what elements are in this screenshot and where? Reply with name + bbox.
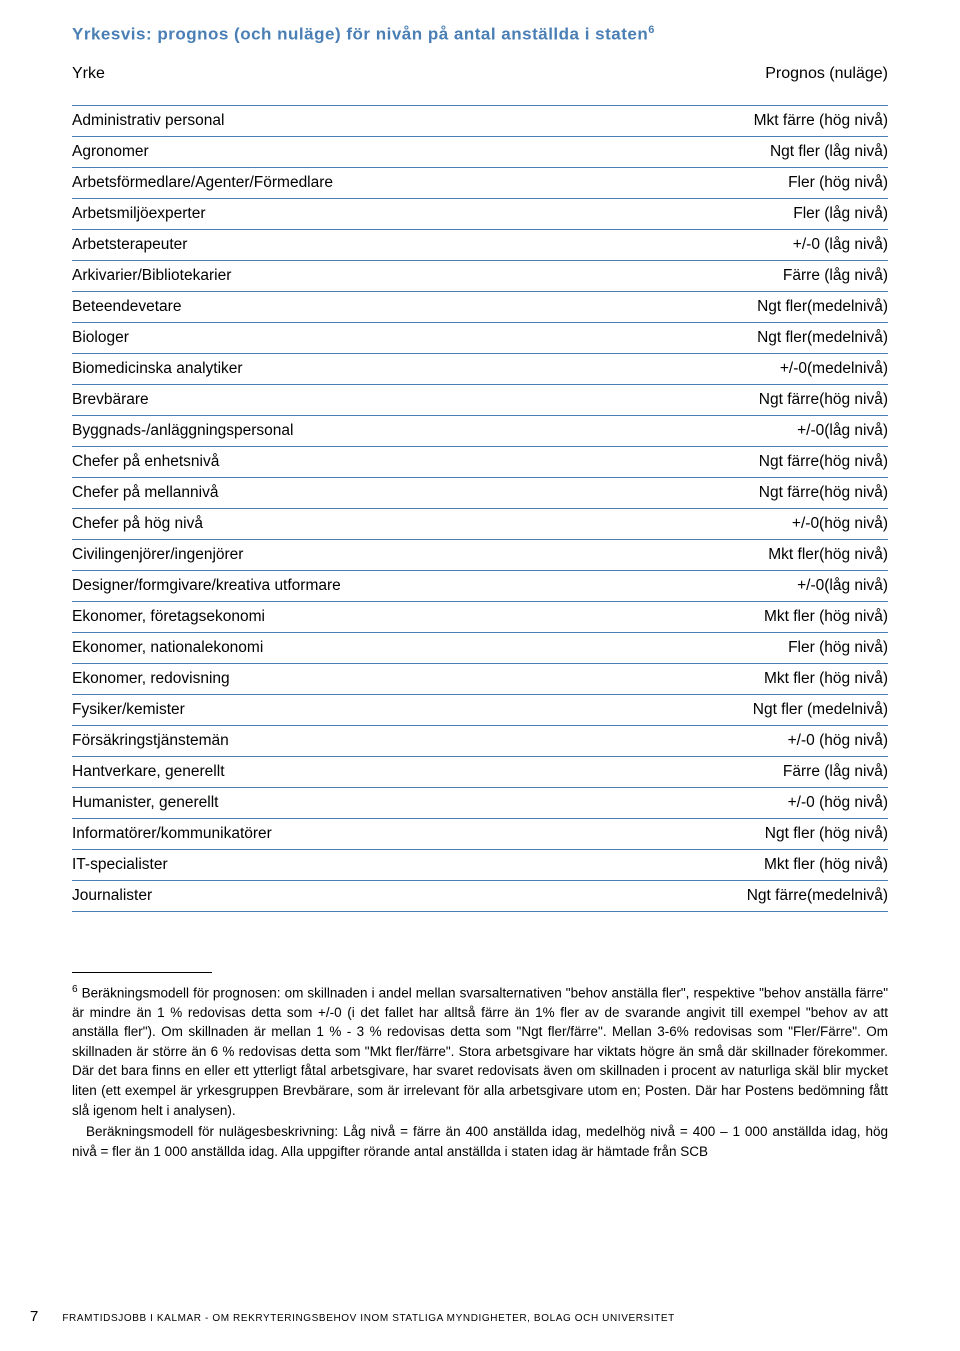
cell-prognos: Färre (låg nivå) xyxy=(480,763,888,781)
cell-yrke: Biomedicinska analytiker xyxy=(72,360,480,378)
cell-yrke: Agronomer xyxy=(72,143,480,161)
cell-prognos: Ngt färre(medelnivå) xyxy=(480,887,888,905)
cell-yrke: Humanister, generellt xyxy=(72,794,480,812)
table-row: Arbetsförmedlare/Agenter/FörmedlareFler … xyxy=(72,167,888,198)
title-text: Yrkesvis: prognos (och nuläge) för nivån… xyxy=(72,25,648,44)
table-row: IT-specialisterMkt fler (hög nivå) xyxy=(72,849,888,880)
table-row: BiologerNgt fler(medelnivå) xyxy=(72,322,888,353)
table-row: Ekonomer, nationalekonomiFler (hög nivå) xyxy=(72,632,888,663)
cell-yrke: Civilingenjörer/ingenjörer xyxy=(72,546,480,564)
cell-yrke: Ekonomer, nationalekonomi xyxy=(72,639,480,657)
table-row: Chefer på enhetsnivåNgt färre(hög nivå) xyxy=(72,446,888,477)
table-row: Administrativ personalMkt färre (hög niv… xyxy=(72,105,888,136)
data-table: Administrativ personalMkt färre (hög niv… xyxy=(72,105,888,912)
cell-prognos: Mkt fler (hög nivå) xyxy=(480,608,888,626)
header-yrke: Yrke xyxy=(72,65,105,83)
cell-prognos: Ngt fler (hög nivå) xyxy=(480,825,888,843)
cell-prognos: Fler (hög nivå) xyxy=(480,639,888,657)
table-header: Yrke Prognos (nuläge) xyxy=(72,61,888,95)
footnote-rule xyxy=(72,972,212,973)
cell-yrke: Byggnads-/anläggningspersonal xyxy=(72,422,480,440)
cell-prognos: Mkt färre (hög nivå) xyxy=(480,112,888,130)
table-row: Civilingenjörer/ingenjörerMkt fler(hög n… xyxy=(72,539,888,570)
cell-prognos: +/-0(låg nivå) xyxy=(480,422,888,440)
cell-yrke: Fysiker/kemister xyxy=(72,701,480,719)
table-row: Informatörer/kommunikatörerNgt fler (hög… xyxy=(72,818,888,849)
table-row: Hantverkare, generelltFärre (låg nivå) xyxy=(72,756,888,787)
cell-yrke: Brevbärare xyxy=(72,391,480,409)
cell-prognos: Ngt fler (låg nivå) xyxy=(480,143,888,161)
table-row: JournalisterNgt färre(medelnivå) xyxy=(72,880,888,912)
table-row: Designer/formgivare/kreativa utformare+/… xyxy=(72,570,888,601)
cell-yrke: Biologer xyxy=(72,329,480,347)
page-title: Yrkesvis: prognos (och nuläge) för nivån… xyxy=(72,24,888,45)
page: Yrkesvis: prognos (och nuläge) för nivån… xyxy=(0,0,960,1351)
title-footnote-ref: 6 xyxy=(648,24,655,36)
cell-yrke: Ekonomer, företagsekonomi xyxy=(72,608,480,626)
table-row: Fysiker/kemisterNgt fler (medelnivå) xyxy=(72,694,888,725)
table-row: BrevbärareNgt färre(hög nivå) xyxy=(72,384,888,415)
footnote-block: 6 Beräkningsmodell för prognosen: om ski… xyxy=(72,983,888,1162)
table-row: Ekonomer, företagsekonomiMkt fler (hög n… xyxy=(72,601,888,632)
cell-prognos: +/-0(hög nivå) xyxy=(480,515,888,533)
header-prognos: Prognos (nuläge) xyxy=(765,65,888,83)
cell-yrke: Arbetsförmedlare/Agenter/Förmedlare xyxy=(72,174,480,192)
cell-yrke: Arkivarier/Bibliotekarier xyxy=(72,267,480,285)
cell-prognos: +/-0 (hög nivå) xyxy=(480,732,888,750)
cell-prognos: Ngt färre(hög nivå) xyxy=(480,484,888,502)
cell-yrke: IT-specialister xyxy=(72,856,480,874)
footnote-paragraph-2: Beräkningsmodell för nulägesbeskrivning:… xyxy=(72,1122,888,1161)
cell-prognos: +/-0 (låg nivå) xyxy=(480,236,888,254)
cell-prognos: Ngt fler (medelnivå) xyxy=(480,701,888,719)
table-row: Byggnads-/anläggningspersonal+/-0(låg ni… xyxy=(72,415,888,446)
table-row: Humanister, generellt+/-0 (hög nivå) xyxy=(72,787,888,818)
cell-prognos: Ngt fler(medelnivå) xyxy=(480,329,888,347)
cell-prognos: Mkt fler(hög nivå) xyxy=(480,546,888,564)
cell-yrke: Arbetsterapeuter xyxy=(72,236,480,254)
footer-text: FRAMTIDSJOBB I KALMAR - OM REKRYTERINGSB… xyxy=(62,1313,675,1324)
page-footer: 7 FRAMTIDSJOBB I KALMAR - OM REKRYTERING… xyxy=(30,1308,888,1325)
table-row: Chefer på hög nivå+/-0(hög nivå) xyxy=(72,508,888,539)
cell-yrke: Försäkringstjänstemän xyxy=(72,732,480,750)
cell-prognos: +/-0(medelnivå) xyxy=(480,360,888,378)
cell-prognos: Fler (låg nivå) xyxy=(480,205,888,223)
table-row: Arkivarier/BibliotekarierFärre (låg nivå… xyxy=(72,260,888,291)
cell-prognos: Mkt fler (hög nivå) xyxy=(480,670,888,688)
cell-yrke: Beteendevetare xyxy=(72,298,480,316)
table-row: Arbetsterapeuter+/-0 (låg nivå) xyxy=(72,229,888,260)
cell-yrke: Chefer på enhetsnivå xyxy=(72,453,480,471)
cell-prognos: Ngt färre(hög nivå) xyxy=(480,391,888,409)
cell-prognos: Ngt fler(medelnivå) xyxy=(480,298,888,316)
cell-yrke: Chefer på mellannivå xyxy=(72,484,480,502)
table-row: Chefer på mellannivåNgt färre(hög nivå) xyxy=(72,477,888,508)
cell-yrke: Arbetsmiljöexperter xyxy=(72,205,480,223)
table-row: Försäkringstjänstemän+/-0 (hög nivå) xyxy=(72,725,888,756)
table-row: Biomedicinska analytiker+/-0(medelnivå) xyxy=(72,353,888,384)
cell-prognos: Mkt fler (hög nivå) xyxy=(480,856,888,874)
cell-prognos: Ngt färre(hög nivå) xyxy=(480,453,888,471)
cell-yrke: Journalister xyxy=(72,887,480,905)
cell-prognos: Fler (hög nivå) xyxy=(480,174,888,192)
cell-yrke: Chefer på hög nivå xyxy=(72,515,480,533)
cell-yrke: Ekonomer, redovisning xyxy=(72,670,480,688)
cell-yrke: Administrativ personal xyxy=(72,112,480,130)
cell-yrke: Hantverkare, generellt xyxy=(72,763,480,781)
footnote-paragraph-1: Beräkningsmodell för prognosen: om skill… xyxy=(72,985,888,1117)
table-row: ArbetsmiljöexperterFler (låg nivå) xyxy=(72,198,888,229)
cell-prognos: +/-0(låg nivå) xyxy=(480,577,888,595)
cell-prognos: Färre (låg nivå) xyxy=(480,267,888,285)
cell-yrke: Informatörer/kommunikatörer xyxy=(72,825,480,843)
table-row: Ekonomer, redovisningMkt fler (hög nivå) xyxy=(72,663,888,694)
page-number: 7 xyxy=(30,1308,38,1325)
cell-yrke: Designer/formgivare/kreativa utformare xyxy=(72,577,480,595)
table-row: AgronomerNgt fler (låg nivå) xyxy=(72,136,888,167)
cell-prognos: +/-0 (hög nivå) xyxy=(480,794,888,812)
table-row: BeteendevetareNgt fler(medelnivå) xyxy=(72,291,888,322)
